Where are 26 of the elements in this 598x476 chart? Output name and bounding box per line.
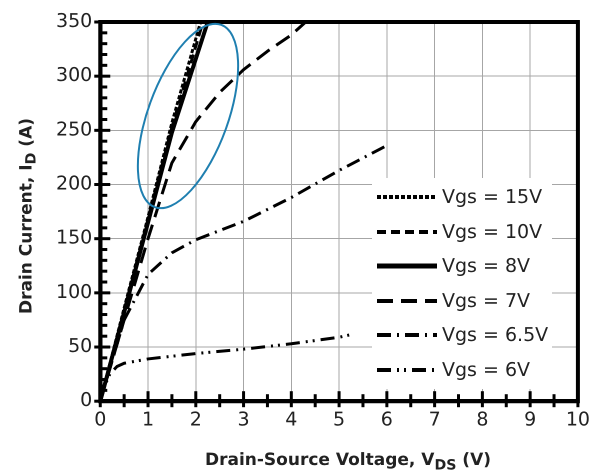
y-tick-label: 150 [56, 226, 92, 249]
legend-label: Vgs = 15V [442, 186, 542, 208]
x-tick-label: 2 [190, 408, 202, 431]
legend-label: Vgs = 6V [442, 358, 530, 381]
x-tick-label: 9 [524, 408, 536, 431]
x-tick-label: 6 [380, 408, 393, 431]
y-tick-label: 350 [56, 10, 92, 32]
y-tick-label: 100 [56, 280, 92, 303]
x-tick-label: 8 [476, 408, 488, 431]
legend-label: Vgs = 6.5V [442, 324, 548, 346]
x-tick-label: 5 [333, 408, 346, 431]
x-axis-title: Drain-Source Voltage, V$_{DS}$ (V) [204, 450, 492, 474]
y-tick-label: 200 [56, 172, 92, 194]
x-tick-label: 3 [238, 408, 250, 431]
legend-label: Vgs = 8V [442, 255, 530, 278]
legend-label: Vgs = 7V [442, 290, 530, 312]
y-tick-label: 0 [80, 389, 92, 412]
x-tick-label: 10 [566, 408, 590, 431]
x-tick-label: 4 [285, 408, 298, 431]
y-tick-label: 250 [56, 118, 92, 140]
legend-label: Vgs = 10V [442, 220, 542, 243]
x-tick-label: 7 [428, 408, 441, 431]
x-tick-label: 1 [142, 408, 154, 431]
y-tick-label: 300 [56, 64, 92, 86]
y-tick-label: 50 [68, 334, 92, 357]
x-tick-label: 0 [94, 408, 106, 431]
